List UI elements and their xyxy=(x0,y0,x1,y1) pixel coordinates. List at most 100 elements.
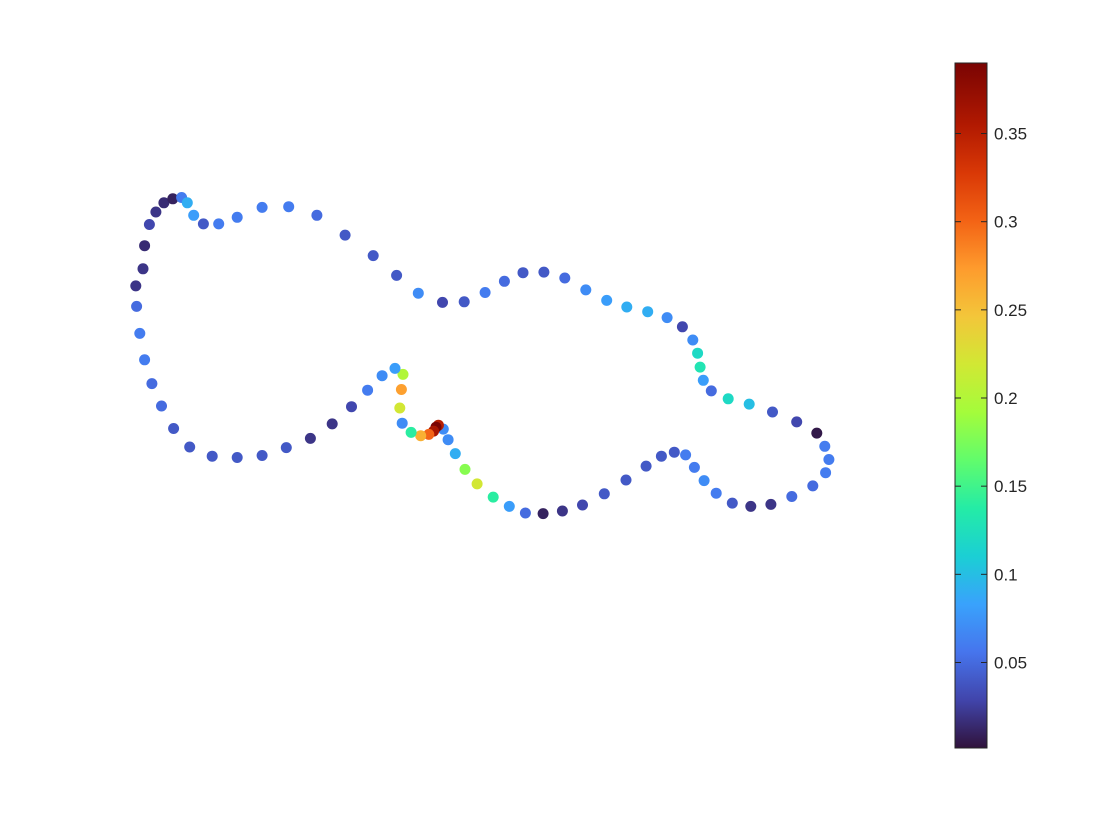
scatter-point-44 xyxy=(823,454,835,465)
scatter-point-61 xyxy=(556,505,568,517)
scatter-point-53 xyxy=(688,461,700,473)
scatter-point-10 xyxy=(197,218,209,230)
scatter-point-9 xyxy=(188,209,200,221)
scatter-point-93 xyxy=(156,400,167,412)
scatter-point-31 xyxy=(661,312,673,324)
scatter-point-63 xyxy=(519,507,531,519)
scatter-point-38 xyxy=(722,393,734,405)
scatter-point-11 xyxy=(213,218,225,230)
scatter-point-88 xyxy=(256,450,268,461)
scatter-point-60 xyxy=(577,499,588,511)
scatter-point-95 xyxy=(139,354,151,366)
colorbar-tick-label-6: 0.3 xyxy=(994,213,1018,232)
scatter-point-74 xyxy=(423,428,435,440)
scatter-point-29 xyxy=(621,301,633,313)
scatter-point-13 xyxy=(256,201,268,213)
scatter-point-83 xyxy=(362,384,374,396)
scatter-point-47 xyxy=(786,491,798,502)
scatter-point-89 xyxy=(231,452,243,463)
colorbar-tick-label-2: 0.1 xyxy=(994,565,1018,584)
scatter-points xyxy=(130,192,835,520)
scatter-point-58 xyxy=(620,474,632,486)
scatter-point-67 xyxy=(459,463,471,475)
scatter-point-77 xyxy=(396,417,408,429)
scatter-point-69 xyxy=(442,434,454,446)
colorbar-tick-label-7: 0.35 xyxy=(994,125,1027,144)
scatter-point-85 xyxy=(326,418,338,430)
scatter-point-41 xyxy=(791,416,803,428)
scatter-point-18 xyxy=(391,269,403,281)
scatter-point-94 xyxy=(146,378,158,390)
scatter-point-19 xyxy=(412,287,424,299)
scatter-point-39 xyxy=(743,398,755,410)
scatter-point-21 xyxy=(458,296,470,308)
scatter-point-20 xyxy=(437,296,448,308)
scatter-point-48 xyxy=(765,498,777,510)
scatter-point-52 xyxy=(698,475,710,487)
scatter-point-82 xyxy=(376,370,388,382)
scatter-point-87 xyxy=(280,442,292,454)
scatter-point-81 xyxy=(389,362,401,374)
scatter-point-49 xyxy=(745,500,757,512)
scatter-point-32 xyxy=(676,321,688,333)
scatter-point-64 xyxy=(503,500,515,512)
scatter-point-23 xyxy=(498,275,510,287)
scatter-point-35 xyxy=(694,361,706,373)
scatter-point-5 xyxy=(158,197,170,209)
scatter-point-97 xyxy=(131,300,143,312)
scatter-point-36 xyxy=(697,374,709,386)
colorbar-tick-label-1: 0.05 xyxy=(994,653,1027,672)
scatter-point-43 xyxy=(819,440,831,452)
scatter-point-8 xyxy=(181,197,193,209)
scatter-point-3 xyxy=(143,219,155,230)
scatter-point-57 xyxy=(640,460,652,472)
scatter-point-90 xyxy=(206,450,218,462)
scatter-point-75 xyxy=(415,430,427,442)
colorbar-tick-label-4: 0.2 xyxy=(994,389,1018,408)
scatter-point-65 xyxy=(487,491,499,503)
scatter-point-62 xyxy=(537,508,549,520)
scatter-point-54 xyxy=(680,449,692,461)
scatter-point-27 xyxy=(580,284,592,296)
scatter-point-2 xyxy=(139,240,151,252)
scatter-point-15 xyxy=(311,209,323,221)
scatter-point-68 xyxy=(449,448,461,460)
scatter-point-92 xyxy=(168,423,180,434)
scatter-point-79 xyxy=(395,384,407,395)
scatter-point-22 xyxy=(479,287,491,298)
scatter-point-4 xyxy=(150,206,162,218)
scatter-point-37 xyxy=(705,385,717,397)
scatter-point-46 xyxy=(807,480,819,492)
scatter-point-80 xyxy=(397,368,409,380)
scatter-point-45 xyxy=(820,467,832,479)
colorbar-tick-label-3: 0.15 xyxy=(994,477,1027,496)
scatter-point-59 xyxy=(598,488,610,500)
colorbar: 0.05 0.1 0.15 0.2 0.25 0.3 0.35 xyxy=(954,62,1027,749)
scatter-point-91 xyxy=(184,441,196,453)
scatter-point-28 xyxy=(601,294,613,306)
scatter-point-30 xyxy=(642,306,654,318)
scatter-point-51 xyxy=(710,487,722,499)
scatter-point-50 xyxy=(726,497,738,509)
scatter-point-84 xyxy=(346,401,357,413)
scatter-point-96 xyxy=(134,327,146,339)
scatter-point-6 xyxy=(167,193,179,205)
scatter-point-24 xyxy=(517,267,529,279)
scatter-point-86 xyxy=(304,432,316,444)
scatter-point-16 xyxy=(339,229,351,241)
scatter-point-33 xyxy=(687,334,699,346)
scatter-point-56 xyxy=(655,450,667,462)
scatter-point-34 xyxy=(692,347,704,359)
colorbar-ticks: 0.05 0.1 0.15 0.2 0.25 0.3 0.35 xyxy=(955,125,1027,672)
colorbar-gradient xyxy=(954,62,988,749)
scatter-point-42 xyxy=(811,427,823,439)
scatter-point-98 xyxy=(130,280,142,292)
colorbar-tick-label-5: 0.25 xyxy=(994,301,1027,320)
scatter-point-76 xyxy=(405,426,417,438)
scatter-point-25 xyxy=(538,266,550,278)
scatter-point-14 xyxy=(283,201,295,213)
scatter-point-66 xyxy=(471,478,483,490)
scatter-point-1 xyxy=(137,263,149,275)
scatter-point-55 xyxy=(668,446,680,458)
